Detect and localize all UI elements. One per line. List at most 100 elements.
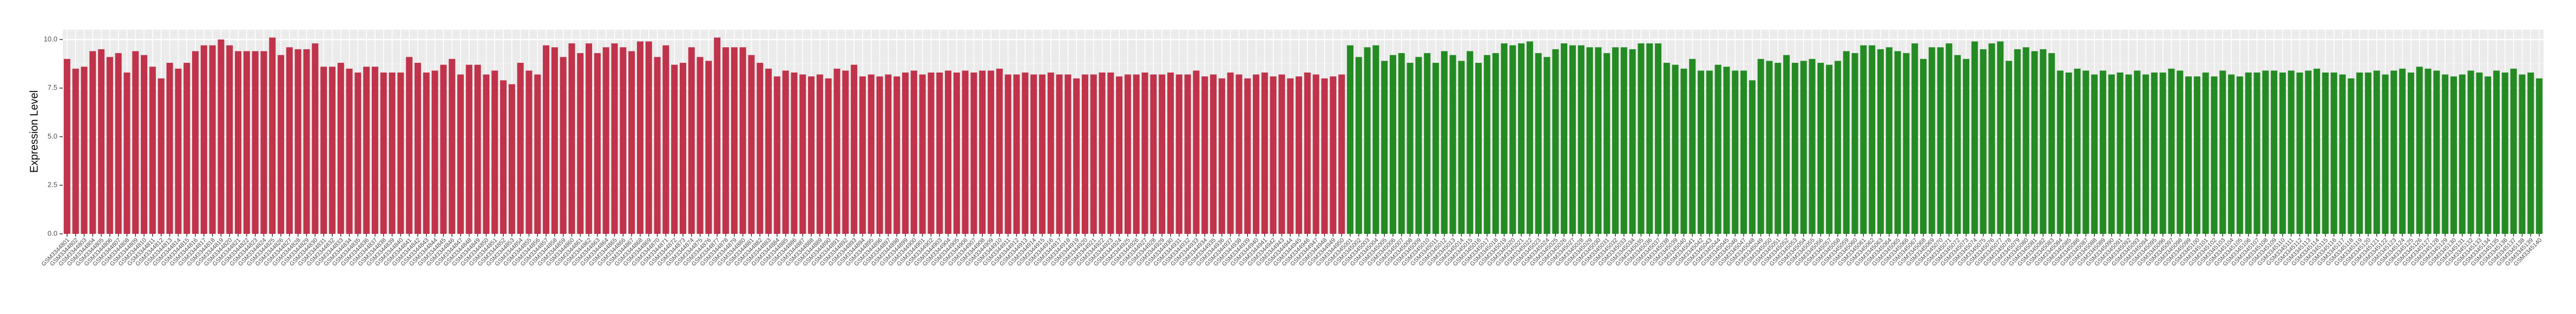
- bar: [72, 68, 79, 234]
- bar: [1569, 45, 1576, 234]
- bar: [1193, 70, 1200, 234]
- bar: [679, 63, 687, 234]
- bar: [1680, 68, 1687, 234]
- bar: [312, 43, 319, 234]
- bar: [1518, 43, 1525, 234]
- bar: [1946, 43, 1953, 234]
- bar: [1330, 76, 1337, 234]
- bar: [1800, 61, 1807, 234]
- bar: [833, 68, 840, 234]
- bar: [928, 72, 935, 234]
- bar: [1698, 70, 1705, 234]
- bar: [2040, 49, 2047, 234]
- bar: [2228, 74, 2235, 234]
- bar: [106, 57, 113, 234]
- bar: [389, 72, 396, 234]
- bar: [1937, 47, 1944, 234]
- bar: [1689, 58, 1696, 234]
- y-tick-label: 0.0: [48, 229, 57, 237]
- bar: [2202, 72, 2209, 234]
- bar: [1389, 55, 1396, 234]
- bar: [534, 74, 541, 234]
- bar: [2501, 72, 2508, 234]
- bar: [2493, 70, 2500, 234]
- bar: [1338, 74, 1345, 234]
- bar: [1304, 72, 1311, 234]
- bar: [620, 47, 627, 234]
- bar: [748, 55, 755, 234]
- bar: [483, 74, 490, 234]
- bar: [1261, 72, 1268, 234]
- bar: [2031, 51, 2038, 234]
- bar: [2142, 74, 2149, 234]
- bar: [1723, 67, 1730, 234]
- bar: [1954, 55, 1961, 234]
- bar: [354, 72, 362, 234]
- bar: [1364, 47, 1371, 234]
- bar: [2467, 70, 2474, 234]
- bar: [1013, 74, 1020, 234]
- bar: [149, 67, 156, 234]
- bar: [2074, 68, 2081, 234]
- bar: [628, 51, 635, 234]
- bar: [1441, 51, 1448, 234]
- bar: [1296, 76, 1303, 234]
- bar: [226, 45, 233, 234]
- bar: [269, 37, 276, 234]
- bar: [945, 70, 952, 234]
- bar: [1167, 72, 1174, 234]
- bar: [705, 61, 712, 234]
- bar: [1492, 53, 1499, 234]
- bar: [765, 68, 772, 234]
- bar: [1740, 70, 1747, 234]
- bar: [449, 58, 456, 234]
- bar: [1851, 53, 1858, 234]
- bar: [1064, 74, 1072, 234]
- bar: [1911, 43, 1918, 234]
- bar: [1604, 53, 1611, 234]
- bar: [1073, 78, 1080, 234]
- bar: [1415, 57, 1422, 234]
- bar: [363, 67, 370, 234]
- bar: [816, 74, 823, 234]
- bar: [1056, 74, 1063, 234]
- bar: [1483, 55, 1490, 234]
- bar: [517, 63, 524, 234]
- bar: [1141, 72, 1148, 234]
- bar: [2356, 72, 2363, 234]
- bar: [885, 74, 892, 234]
- y-tick-label: 5.0: [48, 132, 57, 140]
- bar: [979, 70, 986, 234]
- bar: [1526, 41, 1533, 234]
- bar: [1372, 45, 1379, 234]
- bar: [81, 67, 88, 234]
- bar: [2314, 68, 2321, 234]
- bar: [1749, 80, 1756, 234]
- bar: [1253, 74, 1260, 234]
- bar: [773, 76, 780, 234]
- bar: [294, 49, 301, 234]
- bar: [2253, 72, 2260, 234]
- bar: [2099, 70, 2106, 234]
- bar: [1346, 45, 1353, 234]
- bar: [371, 67, 378, 234]
- y-tick-label: 10.0: [44, 35, 57, 43]
- bar: [1047, 72, 1054, 234]
- bar: [2296, 72, 2303, 234]
- bar: [1099, 72, 1106, 234]
- bar: [611, 43, 618, 234]
- bar: [286, 47, 293, 234]
- bar: [1449, 55, 1456, 234]
- bar: [2193, 76, 2200, 234]
- bar: [662, 45, 669, 234]
- bar: [851, 64, 858, 234]
- bar: [543, 45, 550, 234]
- bar: [157, 78, 165, 234]
- bar: [2006, 61, 2013, 234]
- bar: [1244, 78, 1251, 234]
- bar: [1885, 47, 1892, 234]
- bar: [2322, 72, 2329, 234]
- bar: [63, 58, 70, 234]
- bar: [1201, 76, 1208, 234]
- bar: [2065, 72, 2072, 234]
